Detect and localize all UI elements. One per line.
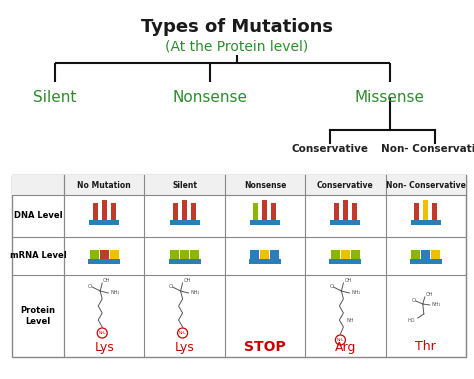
Text: Protein
Level: Protein Level [20, 306, 55, 326]
Bar [111, 203, 116, 220]
Bar [432, 203, 438, 220]
Bar [250, 220, 280, 225]
Text: NH₂: NH₂ [179, 331, 186, 335]
Bar [271, 250, 280, 259]
Bar [109, 250, 118, 259]
Bar [421, 250, 430, 259]
Bar [249, 259, 281, 264]
Text: O: O [412, 298, 416, 302]
Bar [182, 200, 187, 220]
Bar [263, 200, 267, 220]
Bar [12, 175, 466, 195]
Bar [254, 203, 258, 220]
Bar [191, 203, 196, 220]
Bar [180, 250, 189, 259]
Text: O: O [168, 283, 173, 288]
Text: OH: OH [426, 293, 433, 298]
Text: HO: HO [407, 318, 415, 323]
Bar [411, 250, 420, 259]
Text: Types of Mutations: Types of Mutations [141, 18, 333, 36]
Text: O: O [88, 283, 92, 288]
Bar [352, 203, 357, 220]
Text: Conservative: Conservative [317, 180, 374, 190]
Text: NH₂: NH₂ [110, 290, 119, 296]
Bar [250, 250, 259, 259]
Bar [93, 203, 98, 220]
Bar [423, 200, 428, 220]
Text: Conservative: Conservative [292, 144, 368, 154]
Bar [431, 250, 440, 259]
Text: Lys: Lys [94, 340, 114, 354]
Text: Silent: Silent [172, 180, 197, 190]
Text: (At the Protein level): (At the Protein level) [165, 40, 309, 54]
Bar [414, 203, 419, 220]
Text: Thr: Thr [415, 340, 436, 354]
Text: Silent: Silent [33, 90, 77, 105]
Bar [411, 220, 441, 225]
Bar [329, 259, 361, 264]
Text: OH: OH [103, 279, 111, 283]
Text: STOP: STOP [244, 340, 286, 354]
Bar [343, 200, 348, 220]
Text: DNA Level: DNA Level [14, 211, 62, 221]
Bar [410, 259, 442, 264]
Text: Nonsense: Nonsense [244, 180, 286, 190]
Bar [88, 259, 120, 264]
Text: Lys: Lys [175, 340, 194, 354]
Bar [170, 220, 200, 225]
Bar [334, 203, 339, 220]
Bar [173, 203, 178, 220]
Bar [90, 250, 99, 259]
Bar [170, 250, 179, 259]
Text: Missense: Missense [355, 90, 425, 105]
Text: No Mutation: No Mutation [77, 180, 131, 190]
Text: OH: OH [183, 279, 191, 283]
Bar [341, 250, 350, 259]
Bar [351, 250, 360, 259]
Bar [100, 250, 109, 259]
Bar [272, 203, 276, 220]
Text: Arg: Arg [335, 340, 356, 354]
Text: NH₂: NH₂ [432, 302, 441, 307]
Text: NH₂: NH₂ [99, 331, 106, 335]
Bar [89, 220, 119, 225]
Text: NH₂: NH₂ [337, 338, 344, 342]
Text: OH: OH [345, 279, 352, 283]
Text: Nonsense: Nonsense [173, 90, 247, 105]
Text: Non- Conservative: Non- Conservative [381, 144, 474, 154]
Bar [169, 259, 201, 264]
Text: mRNA Level: mRNA Level [9, 252, 66, 260]
Bar [190, 250, 199, 259]
Bar [330, 220, 360, 225]
Bar [261, 250, 270, 259]
Text: NH₂: NH₂ [351, 290, 361, 296]
Text: NH₂: NH₂ [191, 290, 200, 296]
Text: O: O [329, 283, 334, 288]
Bar [102, 200, 107, 220]
Text: Non- Conservative: Non- Conservative [386, 180, 466, 190]
Bar [12, 175, 466, 357]
Bar [331, 250, 340, 259]
Text: NH: NH [346, 318, 354, 324]
